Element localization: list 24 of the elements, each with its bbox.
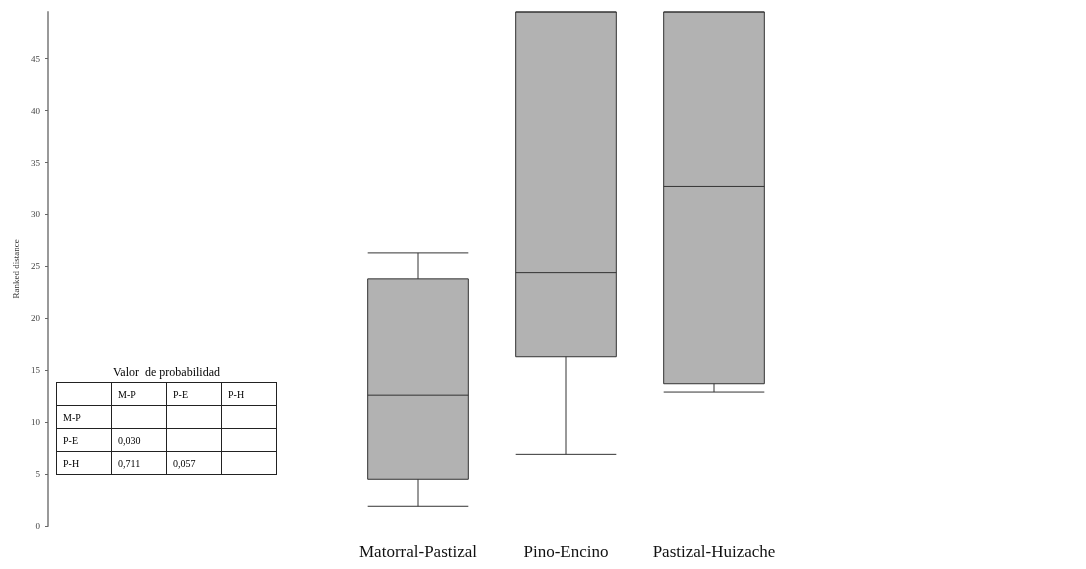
annotation: P-E	[56, 428, 112, 452]
annotation: P-E	[166, 382, 222, 406]
y-tick-label: 45	[31, 53, 41, 64]
annotation: 0,711	[111, 451, 167, 475]
y-tick-label: 40	[31, 105, 41, 116]
annotation: 0,057	[166, 451, 222, 475]
y-tick-label: 5	[35, 469, 41, 480]
annotation: M-P	[56, 405, 112, 429]
y-tick-label: 30	[31, 209, 41, 220]
y-tick-label: 15	[31, 365, 41, 376]
y-axis-title: Ranked distance	[10, 239, 21, 299]
annotation: Valor de probabilidad	[112, 365, 221, 380]
y-tick-label: 0	[35, 521, 41, 531]
annotation: 0,030	[111, 428, 167, 452]
x-tick-label: Matorral-Pastizal	[358, 542, 478, 561]
annotation: M-P	[111, 382, 167, 406]
y-tick-label: 20	[31, 313, 41, 324]
annotation: P-H	[221, 382, 277, 406]
x-tick-label: Pastizal-Huizache	[652, 542, 776, 561]
y-tick-label: 25	[31, 261, 41, 272]
y-tick-label: 35	[31, 157, 41, 168]
annotation: P-H	[56, 451, 112, 475]
y-tick-label: 10	[31, 417, 41, 428]
x-tick-label: Pino-Encino	[523, 542, 609, 561]
